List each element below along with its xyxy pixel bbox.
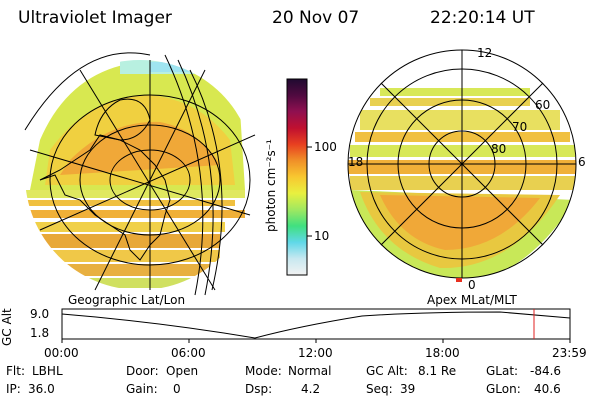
mlat-label-80: 80 [491,142,507,156]
time-tick-1200: 12:00 [298,346,333,360]
glon-label: GLon: [486,382,521,396]
gain-value: 0 [173,382,181,396]
altitude-y-min: 1.8 [30,326,50,340]
gc-alt-label: GC Alt: [366,364,408,378]
filter-label: Flt: [6,364,25,378]
glat-label: GLat: [486,364,519,378]
time-label: 22:20:14 UT [430,8,535,28]
ip-label: IP: [6,382,21,396]
magnetic-image [347,49,577,282]
mlt-label-0: 0 [468,278,476,292]
altitude-axis-label: GC Alt [0,308,14,346]
dsp-value: 4.2 [301,382,321,396]
time-tick-2359: 23:59 [552,346,587,360]
filter-value: LBHL [32,364,63,378]
mlt-label-12: 12 [477,46,493,60]
altitude-y-max: 9.0 [30,307,50,321]
mode-value: Normal [288,364,332,378]
colorbar [286,78,312,276]
ip-value: 36.0 [28,382,55,396]
time-tick-0600: 06:00 [171,346,206,360]
seq-value: 39 [400,382,416,396]
mlat-label-60: 60 [535,98,551,112]
colorbar-unit-label: photon cm⁻²s⁻¹ [264,139,278,232]
altitude-plot [61,308,571,343]
time-tick-1800: 18:00 [425,346,460,360]
seq-label: Seq: [366,382,393,396]
date-label: 20 Nov 07 [272,8,360,28]
mlt-label-6: 6 [578,155,586,169]
gc-alt-value: 8.1 Re [418,364,457,378]
gain-label: Gain: [126,382,158,396]
mlt-label-18: 18 [348,155,364,169]
dsp-label: Dsp: [245,382,273,396]
apex-caption: Apex MLat/MLT [427,293,517,307]
door-value: Open [166,364,199,378]
colorbar-tick-10: 10 [314,229,330,243]
colorbar-tick-100: 100 [314,140,337,154]
mode-label: Mode: [245,364,282,378]
geographic-caption: Geographic Lat/Lon [68,293,186,307]
time-tick-0000: 00:00 [44,346,79,360]
geographic-image [24,52,256,296]
door-label: Door: [126,364,159,378]
mlat-label-70: 70 [512,120,528,134]
glat-value: -84.6 [530,364,562,378]
instrument-title: Ultraviolet Imager [18,8,172,28]
glon-value: 40.6 [534,382,561,396]
